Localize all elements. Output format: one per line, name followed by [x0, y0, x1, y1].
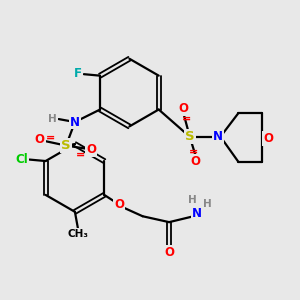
Text: S: S [61, 139, 71, 152]
Text: O: O [34, 133, 45, 146]
Text: =: = [189, 147, 198, 157]
Text: N: N [191, 207, 202, 220]
Text: S: S [185, 130, 195, 143]
Text: O: O [114, 198, 124, 211]
Text: N: N [70, 116, 80, 128]
Text: =: = [76, 149, 86, 159]
Text: =: = [182, 113, 191, 124]
Text: O: O [263, 132, 273, 145]
Text: O: O [86, 143, 96, 157]
Text: CH₃: CH₃ [68, 229, 88, 239]
Text: N: N [213, 130, 223, 143]
Text: H: H [203, 200, 212, 209]
Text: O: O [190, 155, 201, 168]
Text: H: H [188, 195, 197, 205]
Text: O: O [179, 102, 189, 115]
Text: Cl: Cl [16, 153, 28, 166]
Text: =: = [46, 132, 56, 142]
Text: F: F [74, 68, 82, 80]
Text: O: O [164, 246, 174, 259]
Text: H: H [49, 114, 57, 124]
